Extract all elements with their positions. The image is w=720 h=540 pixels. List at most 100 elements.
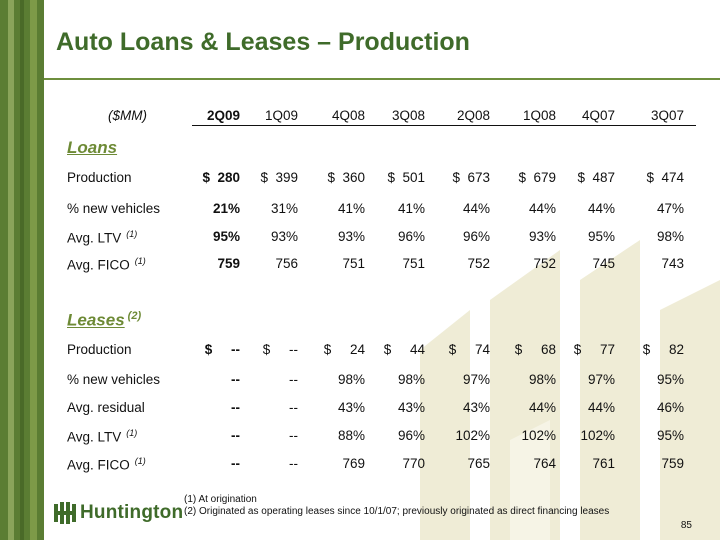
leases-footnote-ref: (2) <box>127 310 142 322</box>
row-label: Avg. FICO (1) <box>67 256 146 273</box>
table-cell: 769 <box>342 456 365 471</box>
row-footnote-ref: (1) <box>126 229 138 239</box>
loans-heading: Loans <box>67 138 118 157</box>
table-cell: 93% <box>337 229 365 244</box>
table-cell: 21% <box>212 201 240 216</box>
table-cell: 43% <box>337 400 365 415</box>
table-cell: $ 77 <box>573 342 615 357</box>
table-cell: $ 474 <box>646 170 684 185</box>
table-cell: 102% <box>580 428 615 443</box>
row-label-text: Avg. residual <box>67 400 145 415</box>
page-number: 85 <box>680 520 692 531</box>
table-cell: 95% <box>587 229 615 244</box>
table-cell: $ 24 <box>323 342 365 357</box>
table-cell: 95% <box>212 229 240 244</box>
table-cell: 95% <box>656 428 684 443</box>
sidebar-stripe <box>30 0 37 540</box>
title-divider <box>44 78 720 80</box>
table-cell: 761 <box>592 456 615 471</box>
table-cell: $ 44 <box>383 342 425 357</box>
table-cell: 765 <box>467 456 490 471</box>
column-header: 1Q09 <box>264 108 298 123</box>
table-cell: $ 679 <box>518 170 556 185</box>
table-cell: $ 360 <box>327 170 365 185</box>
table-cell: $ -- <box>204 342 240 357</box>
footnote-1: (1) At origination <box>184 494 257 505</box>
column-header: 2Q09 <box>206 108 240 123</box>
table-cell: 43% <box>397 400 425 415</box>
huntington-logo: Huntington <box>54 502 183 524</box>
table-cell: 44% <box>462 201 490 216</box>
table-cell: 751 <box>342 256 365 271</box>
table-cell: 31% <box>270 201 298 216</box>
table-cell: 770 <box>402 456 425 471</box>
table-cell: 98% <box>397 372 425 387</box>
table-cell: 44% <box>528 201 556 216</box>
row-footnote-ref: (1) <box>134 456 146 466</box>
row-label-text: % new vehicles <box>67 201 161 216</box>
watermark-graphic <box>420 240 720 540</box>
table-cell: $ 68 <box>514 342 556 357</box>
sidebar-stripe <box>20 0 24 540</box>
column-header: 4Q07 <box>581 108 615 123</box>
row-label: Production <box>67 342 132 357</box>
table-cell: 752 <box>467 256 490 271</box>
row-label: Avg. residual <box>67 400 145 415</box>
table-cell: 98% <box>528 372 556 387</box>
table-cell: 41% <box>337 201 365 216</box>
leases-heading: Leases (2) <box>67 310 141 331</box>
table-cell: $ 399 <box>260 170 298 185</box>
page-title: Auto Loans & Leases – Production <box>56 28 470 56</box>
column-header: 1Q08 <box>522 108 556 123</box>
units-label: ($MM) <box>108 108 147 123</box>
row-label-text: Avg. FICO <box>67 257 130 273</box>
table-cell: -- <box>289 456 298 471</box>
row-label-text: Production <box>67 342 132 357</box>
footnotes: (1) At origination (2) Originated as ope… <box>184 494 609 518</box>
table-cell: 93% <box>528 229 556 244</box>
table-cell: -- <box>231 400 240 415</box>
sidebar-stripe <box>8 0 14 540</box>
table-cell: 745 <box>592 256 615 271</box>
table-cell: 47% <box>656 201 684 216</box>
row-footnote-ref: (1) <box>126 428 138 438</box>
table-cell: 44% <box>587 201 615 216</box>
table-cell: 752 <box>533 256 556 271</box>
column-header: 3Q07 <box>650 108 684 123</box>
table-cell: $ -- <box>262 342 298 357</box>
row-label: Production <box>67 170 132 185</box>
row-label: Avg. FICO (1) <box>67 456 146 473</box>
table-cell: -- <box>231 372 240 387</box>
table-cell: -- <box>289 428 298 443</box>
table-cell: 759 <box>217 256 240 271</box>
column-header: 2Q08 <box>456 108 490 123</box>
table-cell: 759 <box>661 456 684 471</box>
column-header: 3Q08 <box>391 108 425 123</box>
table-cell: -- <box>231 456 240 471</box>
table-cell: 96% <box>462 229 490 244</box>
table-cell: 44% <box>587 400 615 415</box>
column-header: 4Q08 <box>331 108 365 123</box>
table-cell: 93% <box>270 229 298 244</box>
table-cell: -- <box>289 372 298 387</box>
logo-text: Huntington <box>80 502 184 523</box>
row-label: % new vehicles <box>67 201 160 216</box>
table-cell: $ 74 <box>448 342 490 357</box>
huntington-logo-icon <box>54 502 76 524</box>
row-footnote-ref: (1) <box>134 256 146 266</box>
table-cell: $ 487 <box>577 170 615 185</box>
table-cell: 43% <box>462 400 490 415</box>
table-cell: 743 <box>661 256 684 271</box>
table-cell: $ 501 <box>387 170 425 185</box>
table-cell: 95% <box>656 372 684 387</box>
table-cell: -- <box>231 428 240 443</box>
row-label-text: % new vehicles <box>67 372 161 387</box>
table-cell: 96% <box>397 428 425 443</box>
table-cell: -- <box>289 400 298 415</box>
row-label-text: Production <box>67 170 132 185</box>
row-label-text: Avg. LTV <box>67 429 122 445</box>
table-cell: $ 82 <box>642 342 684 357</box>
leases-heading-label: Leases <box>67 310 125 330</box>
table-cell: 756 <box>275 256 298 271</box>
row-label: % new vehicles <box>67 372 160 387</box>
